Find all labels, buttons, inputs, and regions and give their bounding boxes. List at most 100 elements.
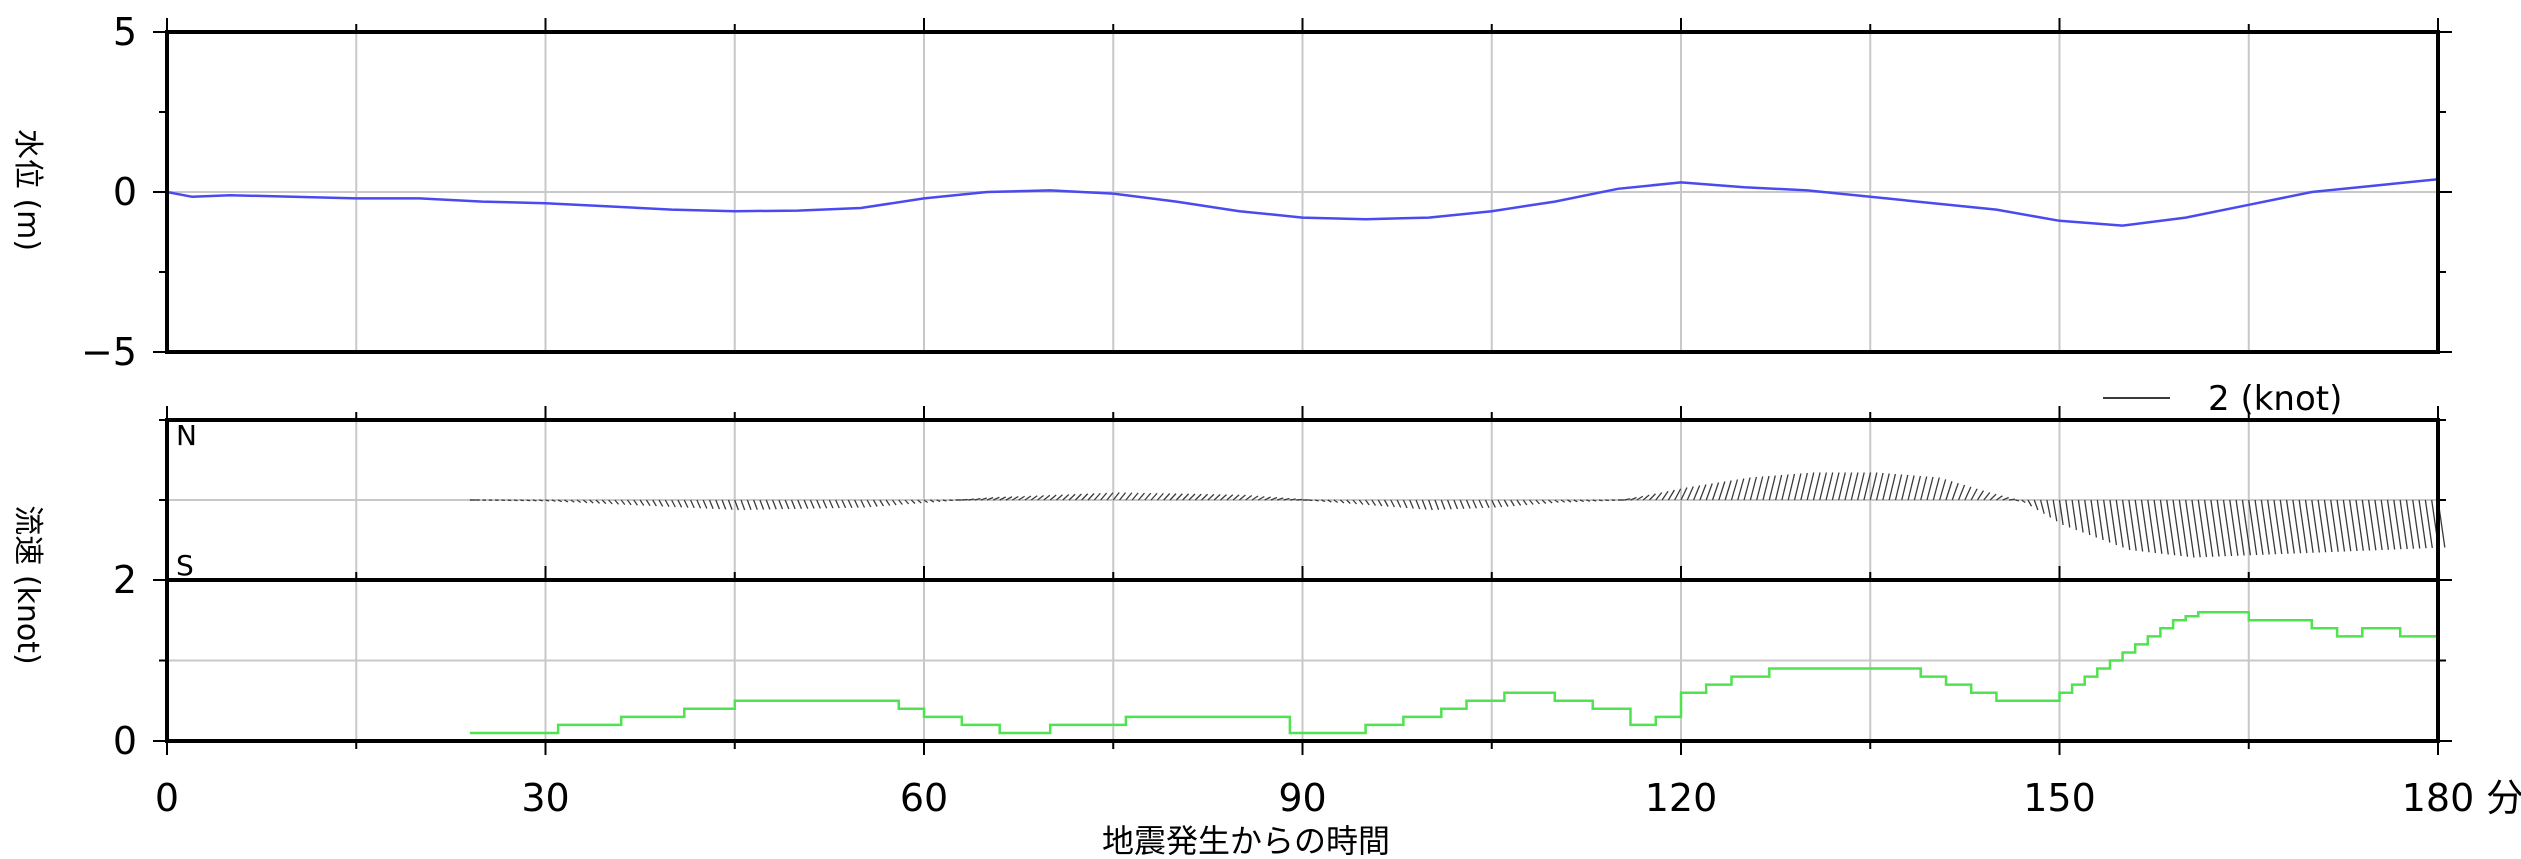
current-vector <box>2172 499 2182 557</box>
current-vector <box>1119 492 1127 501</box>
current-vector <box>999 496 1006 501</box>
current-vector <box>1926 476 1934 501</box>
current-vector <box>734 499 739 511</box>
current-vector <box>1491 499 1496 508</box>
current-vector <box>1812 472 1821 501</box>
current-vector <box>1932 477 1940 501</box>
current-vector <box>1465 499 1471 509</box>
current-vector <box>1270 496 1278 501</box>
current-vector <box>1819 472 1828 501</box>
current-vector <box>557 499 562 503</box>
current-vector <box>664 499 670 508</box>
y-tick-label: −5 <box>81 330 137 374</box>
current-vector <box>949 499 953 502</box>
current-vector <box>1201 493 1209 501</box>
current-vector <box>1573 499 1578 503</box>
current-vector <box>1831 472 1840 501</box>
current-vector <box>1541 499 1547 504</box>
current-vector <box>1554 499 1559 504</box>
current-vector <box>784 499 790 510</box>
current-vector <box>1415 499 1421 510</box>
current-vector <box>2285 499 2295 554</box>
current-vector <box>1296 498 1303 501</box>
y-tick-label: 2 <box>113 558 137 602</box>
current-vector <box>1661 490 1669 501</box>
current-vector <box>2090 499 2098 538</box>
x-tick-label: 90 <box>1278 776 1326 820</box>
current-vector <box>1636 495 1644 501</box>
current-vector <box>633 499 638 506</box>
current-vector <box>2330 499 2339 552</box>
current-vector <box>1624 498 1631 501</box>
current-vector <box>2267 499 2277 555</box>
current-vector <box>614 499 619 505</box>
current-vector <box>1762 475 1770 501</box>
current-vector <box>2015 499 2020 502</box>
north-label: N <box>176 419 197 452</box>
current-vector <box>1749 476 1758 501</box>
current-vector <box>1346 499 1351 504</box>
current-vector <box>2077 499 2084 533</box>
tick-labels: −5 0 5 0 2 0 30 60 90 120 150 180 <box>81 10 2474 820</box>
current-vector <box>1074 493 1082 501</box>
current-vector <box>917 499 922 504</box>
current-vector <box>1529 499 1534 505</box>
current-vector <box>2399 499 2408 550</box>
current-vector <box>891 499 897 506</box>
current-vector <box>2386 499 2396 550</box>
x-tick-label: 0 <box>155 776 179 820</box>
current-vector <box>797 499 803 509</box>
current-vector <box>1970 488 1978 501</box>
current-vector <box>2361 499 2371 551</box>
y-tick-label: 0 <box>113 170 137 214</box>
current-vector <box>2210 499 2220 557</box>
current-vector <box>1081 493 1089 501</box>
current-vector <box>1667 489 1675 501</box>
current-vector <box>980 497 987 501</box>
current-vector <box>2134 499 2144 552</box>
current-vector <box>1037 494 1044 501</box>
current-vector <box>2065 499 2071 528</box>
current-vector <box>854 499 859 508</box>
current-vector <box>1277 497 1284 501</box>
current-vector <box>1321 499 1326 503</box>
current-vector <box>1693 485 1701 501</box>
current-vector <box>778 499 784 510</box>
current-vector <box>759 499 765 510</box>
current-vector <box>1005 496 1013 501</box>
current-vector <box>2197 499 2208 558</box>
current-vector <box>690 499 695 509</box>
current-vector <box>2241 499 2252 556</box>
current-vector <box>1137 492 1145 501</box>
current-vector <box>1592 499 1597 502</box>
scale-label: 2 (knot) <box>2208 379 2342 419</box>
current-vector <box>1598 499 1603 502</box>
current-vector <box>1106 492 1114 501</box>
current-vector <box>2374 499 2383 551</box>
current-vector <box>1800 472 1808 501</box>
current-vector <box>1768 475 1776 501</box>
current-vector <box>847 499 853 509</box>
current-vector <box>1402 499 1408 509</box>
current-vector <box>1756 476 1764 501</box>
current-vector <box>702 499 708 509</box>
current-vector <box>1844 472 1853 501</box>
y-tick-label: 0 <box>113 719 137 763</box>
current-vector <box>2311 499 2321 553</box>
current-vector <box>1793 473 1802 501</box>
current-vector <box>1825 472 1834 501</box>
current-vector <box>1875 472 1884 501</box>
current-vector <box>1175 493 1183 501</box>
current-vector <box>2178 499 2189 557</box>
current-vector <box>1163 493 1171 501</box>
current-vector <box>1850 472 1859 501</box>
current-vector <box>1472 499 1478 509</box>
current-vector <box>608 499 613 505</box>
current-vector <box>2147 499 2157 554</box>
current-vector <box>526 499 531 502</box>
current-vector <box>1579 499 1584 503</box>
current-vector <box>1440 499 1446 510</box>
current-vector <box>2203 499 2214 557</box>
current-vector <box>1156 492 1164 501</box>
current-vector <box>595 499 601 504</box>
